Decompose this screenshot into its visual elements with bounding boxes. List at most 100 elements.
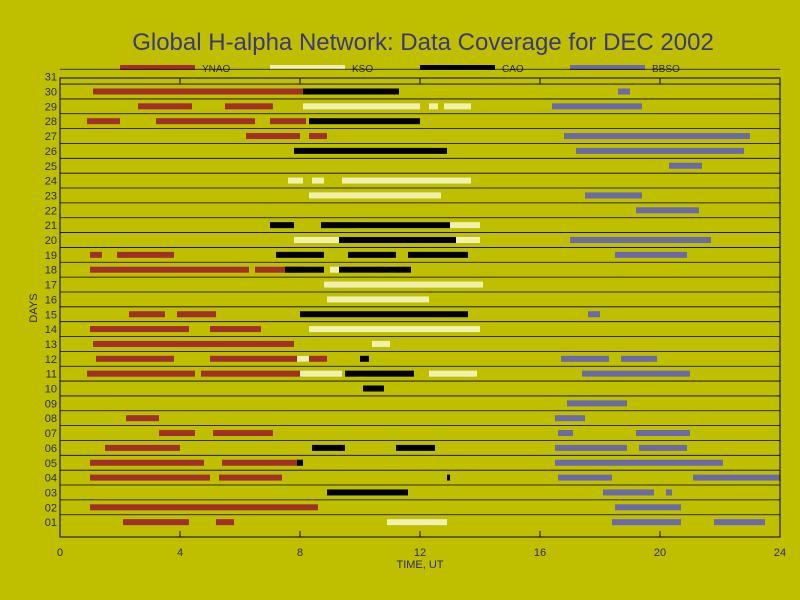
coverage-bar-bbso — [615, 504, 681, 511]
coverage-bar-ynao — [177, 311, 216, 318]
coverage-bar-kso — [312, 177, 324, 184]
coverage-bar-ynao — [90, 326, 189, 333]
y-tick-label: 12 — [45, 354, 57, 366]
coverage-bar-cao — [276, 251, 324, 258]
x-tick-label: 24 — [774, 547, 786, 559]
y-tick-label: 01 — [45, 517, 57, 529]
y-tick-label: 29 — [45, 101, 57, 113]
coverage-bar-bbso — [585, 192, 642, 199]
coverage-bar-kso — [297, 355, 309, 362]
coverage-bar-bbso — [615, 251, 687, 258]
coverage-bar-kso — [324, 281, 483, 288]
coverage-bar-bbso — [612, 519, 681, 526]
coverage-bar-cao — [309, 118, 420, 125]
y-tick-label: 13 — [45, 339, 57, 351]
coverage-bar-cao — [339, 266, 411, 273]
coverage-bar-bbso — [588, 311, 600, 318]
coverage-bar-ynao — [216, 519, 234, 526]
coverage-bar-ynao — [87, 118, 120, 125]
y-tick-label: 31 — [45, 72, 57, 84]
y-tick-label: 24 — [45, 176, 57, 188]
coverage-bar-ynao — [87, 370, 195, 377]
coverage-bar-kso — [309, 326, 480, 333]
grid — [60, 68, 780, 516]
coverage-bar-bbso — [576, 147, 744, 154]
coverage-bar-kso — [300, 370, 342, 377]
coverage-bar-ynao — [270, 118, 306, 125]
coverage-bar-ynao — [90, 266, 249, 273]
coverage-bar-bbso — [693, 474, 780, 481]
plot-frame — [59, 77, 781, 538]
coverage-bar-cao — [285, 266, 324, 273]
coverage-bar-ynao — [213, 430, 273, 437]
y-tick-label: 10 — [45, 384, 57, 396]
coverage-bar-bbso — [561, 355, 609, 362]
y-tick-label: 30 — [45, 87, 57, 99]
y-tick-label: 21 — [45, 220, 57, 232]
coverage-bar-bbso — [636, 430, 690, 437]
x-tick-label: 8 — [297, 547, 303, 559]
coverage-bar-ynao — [93, 88, 324, 95]
coverage-bar-bbso — [582, 370, 690, 377]
coverage-bar-ynao — [255, 266, 303, 273]
coverage-bar-cao — [345, 370, 414, 377]
coverage-bar-bbso — [618, 88, 630, 95]
legend-swatch-cao — [420, 65, 495, 70]
coverage-bar-ynao — [90, 459, 204, 466]
coverage-bar-bbso — [558, 474, 612, 481]
coverage-bar-kso — [444, 103, 471, 110]
y-tick-label: 17 — [45, 280, 57, 292]
coverage-bar-cao — [447, 474, 450, 481]
y-tick-label: 14 — [45, 324, 57, 336]
chart-title: Global H-alpha Network: Data Coverage fo… — [132, 29, 714, 56]
coverage-bar-ynao — [309, 133, 327, 140]
y-tick-label: 02 — [45, 502, 57, 514]
coverage-bar-ynao — [129, 311, 165, 318]
y-tick-label: 06 — [45, 443, 57, 455]
coverage-bar-cao — [297, 459, 303, 466]
coverage-bar-cao — [300, 311, 468, 318]
coverage-bar-ynao — [117, 251, 174, 258]
coverage-bar-ynao — [219, 474, 282, 481]
coverage-bar-bbso — [558, 430, 573, 437]
legend-swatch-kso — [270, 65, 345, 70]
x-tick-label: 0 — [57, 547, 63, 559]
coverage-bar-kso — [372, 340, 390, 347]
coverage-bar-ynao — [96, 355, 174, 362]
x-axis-label: TIME, UT — [396, 559, 443, 571]
coverage-bar-bbso — [567, 400, 627, 407]
coverage-bar-cao — [348, 251, 396, 258]
coverage-bar-bbso — [669, 162, 702, 169]
x-tick-label: 4 — [177, 547, 183, 559]
y-tick-label: 05 — [45, 458, 57, 470]
y-tick-label: 27 — [45, 131, 57, 143]
coverage-bar-ynao — [90, 474, 210, 481]
legend-swatch-bbso — [570, 65, 645, 70]
y-tick-label: 07 — [45, 428, 57, 440]
coverage-bar-bbso — [603, 489, 654, 496]
coverage-bar-ynao — [246, 133, 300, 140]
coverage-bar-kso — [429, 103, 438, 110]
coverage-bar-bbso — [570, 237, 711, 243]
y-tick-label: 20 — [45, 235, 57, 247]
coverage-bar-kso — [327, 296, 429, 303]
x-tick-label: 12 — [414, 547, 426, 559]
y-tick-label: 04 — [45, 473, 57, 485]
y-tick-label: 23 — [45, 190, 57, 202]
y-tick-label: 16 — [45, 294, 57, 306]
y-tick-label: 19 — [45, 250, 57, 262]
coverage-bar-bbso — [621, 355, 657, 362]
plot-area — [87, 88, 780, 526]
coverage-bar-bbso — [636, 207, 699, 214]
coverage-bar-ynao — [156, 118, 255, 125]
coverage-bar-ynao — [159, 430, 195, 437]
y-tick-label: 11 — [46, 369, 57, 381]
y-tick-label: 26 — [45, 146, 57, 158]
x-tick-label: 16 — [534, 547, 546, 559]
coverage-bar-ynao — [210, 326, 261, 333]
coverage-bar-bbso — [639, 444, 687, 451]
coverage-bar-ynao — [123, 519, 189, 526]
y-tick-label: 22 — [45, 205, 57, 217]
coverage-bar-bbso — [555, 459, 723, 466]
coverage-bar-cao — [363, 385, 384, 392]
